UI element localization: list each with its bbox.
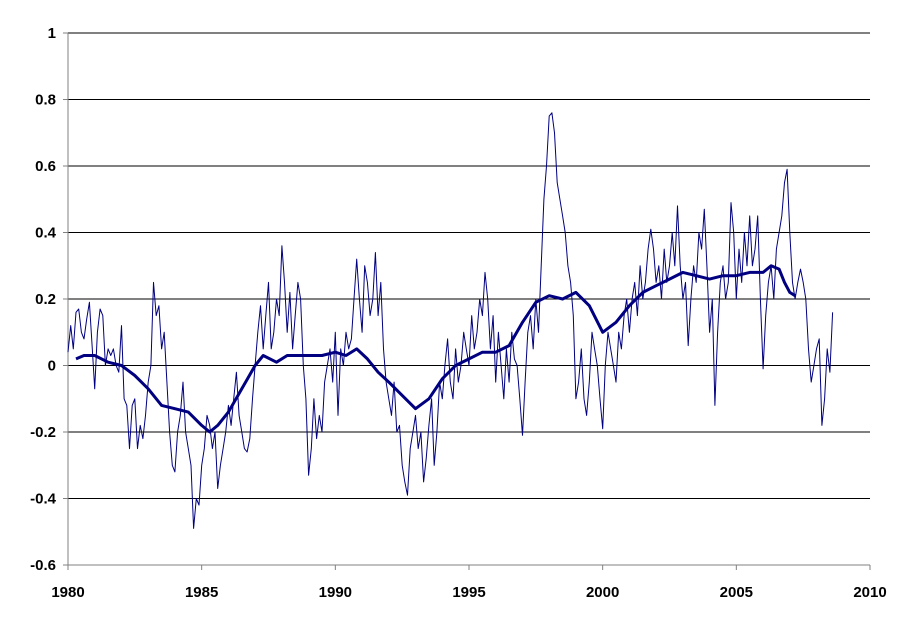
- x-tick-label: 1995: [452, 584, 485, 601]
- y-tick-label: -0.4: [30, 491, 57, 508]
- axes: [63, 32, 871, 570]
- y-tick-label: 0.6: [35, 158, 56, 175]
- y-tick-label: 0.4: [35, 225, 57, 242]
- x-tick-label: 1985: [185, 584, 218, 601]
- gridlines: [68, 32, 870, 499]
- y-tick-label: 0.2: [35, 291, 56, 308]
- y-tick-label: 0: [48, 358, 56, 375]
- y-tick-label: -0.6: [30, 557, 56, 574]
- x-tick-label: 1990: [319, 584, 352, 601]
- x-tick-label: 2000: [586, 584, 619, 601]
- series-line-smoothed: [75, 264, 796, 434]
- series-lines: [67, 112, 834, 529]
- x-tick-label: 2005: [720, 584, 753, 601]
- series-line-monthly: [67, 112, 834, 529]
- x-tick-label: 2010: [853, 584, 886, 601]
- x-tick-label: 1980: [51, 584, 84, 601]
- x-axis-tick-labels: 1980 1985 1990 1995 2000 2005 2010: [51, 584, 886, 601]
- y-tick-label: 0.8: [35, 92, 56, 109]
- y-axis-tick-labels: 1 0.8 0.6 0.4 0.2 0 -0.2 -0.4 -0.6: [30, 25, 57, 574]
- y-tick-label: -0.2: [30, 424, 56, 441]
- y-tick-label: 1: [48, 25, 56, 42]
